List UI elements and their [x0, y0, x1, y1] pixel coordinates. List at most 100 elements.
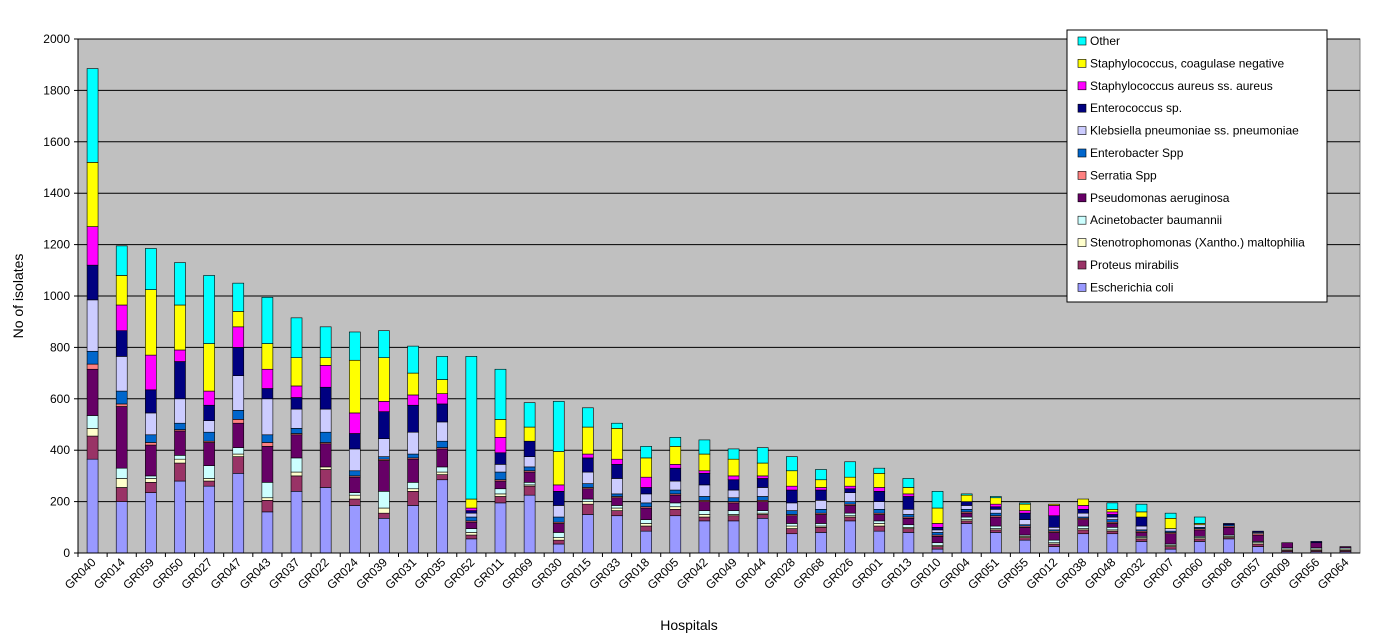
bar-segment: GR044 — Enterobacter Spp: 15	[756, 496, 769, 501]
bar-segment: GR005 — Klebsiella pneumoniae ss. pneumo…	[669, 480, 682, 491]
legend-label: Pseudomonas aeruginosa	[1090, 191, 1230, 205]
y-tick-label: 1600	[43, 135, 70, 149]
bar-segment: GR018 — Escherichia coli: 85	[640, 530, 652, 554]
bar-segment: GR027 — Enterococcus sp.: 60	[203, 404, 215, 421]
x-tick-label: GR068	[790, 555, 827, 592]
bar-segment: GR010 — Staphylococcus, coagulase negati…	[931, 507, 944, 524]
x-axis-title: Hospitals	[660, 617, 718, 633]
x-tick-label: GR010	[907, 555, 944, 592]
bar-segment: GR027 — Staphylococcus, coagulase negati…	[203, 343, 215, 392]
bar-segment: GR005 — Enterobacter Spp: 15	[669, 489, 682, 495]
bar-segment: GR044 — Pseudomonas aeruginosa: 35	[756, 501, 769, 511]
x-tick-label: GR048	[1082, 555, 1119, 592]
bar-segment: GR008 — Escherichia coli: 55	[1223, 538, 1235, 554]
bar-segment: GR039 — Enterobacter Spp: 10	[378, 456, 390, 460]
bar-segment: GR014 — Acinetobacter baumannii: 40	[115, 467, 128, 479]
bar-segment: GR032 — Klebsiella pneumoniae ss. pneumo…	[1135, 525, 1148, 531]
bar-segment: GR011 — Enterococcus sp.: 45	[494, 452, 507, 465]
bar-segment: GR035 — Enterobacter Spp: 25	[436, 440, 449, 448]
bar-segment: GR027 — Proteus mirabilis: 20	[203, 480, 215, 487]
bar-segment: GR052 — Staphylococcus aureus ss. aureus…	[465, 507, 478, 511]
x-tick-label: GR027	[178, 555, 215, 592]
x-tick-label: GR049	[703, 555, 740, 592]
bar-segment: GR039 — Stenotrophomonas (Xantho.) malto…	[378, 507, 390, 514]
bar-segment: GR004 — Enterobacter Spp: 10	[960, 509, 973, 513]
x-tick-label: GR060	[1169, 555, 1206, 592]
bar-segment: GR028 — Enterococcus sp.: 50	[786, 489, 798, 504]
legend-swatch	[1077, 260, 1087, 270]
bar-segment: GR057 — Pseudomonas aeruginosa: 25	[1252, 534, 1264, 542]
bar-segment: GR035 — Klebsiella pneumoniae ss. pneumo…	[436, 421, 449, 442]
bar-segment: GR042 — Escherichia coli: 125	[698, 520, 711, 554]
bar-segment: GR037 — Acinetobacter baumannii: 55	[290, 457, 303, 473]
bar-segment: GR022 — Klebsiella pneumoniae ss. pneumo…	[319, 408, 332, 433]
bar-segment: GR042 — Enterococcus sp.: 45	[698, 473, 711, 486]
bar-segment: GR059 — Staphylococcus aureus ss. aureus…	[145, 354, 157, 391]
bar-segment: GR055 — Klebsiella pneumoniae ss. pneumo…	[1019, 519, 1031, 526]
bar-segment: GR050 — Klebsiella pneumoniae ss. pneumo…	[174, 398, 186, 424]
bar-segment: GR013 — Other: 35	[902, 478, 915, 488]
x-tick-label: GR014	[91, 555, 128, 592]
legend-label: Enterobacter Spp	[1090, 146, 1184, 160]
bar-segment: GR049 — Staphylococcus, coagulase negati…	[727, 458, 740, 477]
bar-segment: GR035 — Enterococcus sp.: 70	[436, 403, 449, 423]
bar-segment: GR049 — Other: 40	[727, 448, 740, 460]
bar-segment: GR013 — Escherichia coli: 80	[902, 532, 915, 554]
bar-segment: GR028 — Acinetobacter baumannii: 10	[786, 523, 798, 527]
bar-segment: GR069 — Enterococcus sp.: 60	[523, 440, 536, 457]
bar-segment: GR011 — Pseudomonas aeruginosa: 30	[494, 480, 507, 490]
bar-segment: GR010 — Proteus mirabilis: 10	[931, 546, 944, 550]
bar-segment: GR043 — Staphylococcus, coagulase negati…	[261, 343, 274, 370]
x-tick-label: GR032	[1111, 555, 1148, 592]
bar-segment: GR011 — Other: 195	[494, 368, 507, 420]
legend-label: Stenotrophomonas (Xantho.) maltophilia	[1090, 236, 1305, 250]
bar-segment: GR001 — Staphylococcus, coagulase negati…	[873, 473, 886, 488]
x-tick-label: GR015	[557, 555, 594, 592]
bar-segment: GR040 — Staphylococcus aureus ss. aureus…	[86, 226, 99, 266]
bar-segment: GR035 — Staphylococcus aureus ss. aureus…	[436, 393, 449, 405]
bar-segment: GR012 — Escherichia coli: 25	[1048, 546, 1060, 554]
bar-segment: GR033 — Stenotrophomonas (Xantho.) malto…	[611, 507, 623, 511]
bar-segment: GR018 — Klebsiella pneumoniae ss. pneumo…	[640, 493, 652, 504]
bar-segment: GR031 — Staphylococcus aureus ss. aureus…	[407, 394, 419, 406]
bar-segment: GR038 — Klebsiella pneumoniae ss. pneumo…	[1077, 512, 1090, 518]
bar-segment: GR008 — Enterococcus sp.: 5	[1223, 523, 1235, 526]
bar-segment: GR049 — Pseudomonas aeruginosa: 30	[727, 502, 740, 511]
x-tick-label: GR028	[761, 555, 798, 592]
bar-segment: GR028 — Pseudomonas aeruginosa: 30	[786, 515, 798, 524]
legend-label: Other	[1090, 34, 1120, 48]
bar-segment: GR039 — Enterococcus sp.: 105	[378, 411, 390, 439]
bar-segment: GR050 — Pseudomonas aeruginosa: 95	[174, 430, 186, 456]
bar-segment: GR018 — Staphylococcus aureus ss. aureus…	[640, 476, 652, 488]
bar-segment: GR038 — Proteus mirabilis: 15	[1077, 529, 1090, 535]
bar-segment: GR013 — Pseudomonas aeruginosa: 25	[902, 518, 915, 526]
bar-segment: GR047 — Enterococcus sp.: 110	[232, 347, 245, 376]
bar-segment: GR032 — Pseudomonas aeruginosa: 15	[1135, 532, 1148, 537]
legend-label: Staphylococcus aureus ss. aureus	[1090, 79, 1273, 93]
legend: Other Staphylococcus, coagulase negative S…	[1066, 29, 1328, 303]
bar-segment: GR039 — Escherichia coli: 135	[378, 518, 390, 554]
bar-segment: GR047 — Stenotrophomonas (Xantho.) malto…	[232, 453, 245, 457]
legend-swatch	[1077, 283, 1087, 292]
bar-segment: GR044 — Proteus mirabilis: 15	[756, 514, 769, 519]
bar-segment: GR012 — Enterococcus sp.: 45	[1048, 515, 1060, 528]
bar-segment: GR050 — Other: 165	[174, 262, 186, 306]
bar-segment: GR012 — Pseudomonas aeruginosa: 30	[1048, 532, 1060, 541]
bar-segment: GR051 — Staphylococcus aureus ss. aureus…	[989, 503, 1002, 508]
y-tick-label: 2000	[43, 32, 70, 46]
bar-segment: GR005 — Staphylococcus aureus ss. aureus…	[669, 464, 682, 469]
bar-segment: GR043 — Other: 180	[261, 296, 274, 344]
bar-segment: GR048 — Pseudomonas aeruginosa: 15	[1106, 523, 1119, 528]
bar-segment: GR038 — Acinetobacter baumannii: 10	[1077, 525, 1090, 529]
bar-segment: GR040 — Other: 365	[86, 68, 99, 163]
bar-segment: GR060 — Klebsiella pneumoniae ss. pneumo…	[1193, 524, 1206, 528]
x-tick-label: GR022	[295, 555, 332, 592]
bar-segment: GR051 — Enterobacter Spp: 10	[989, 512, 1002, 517]
bar-segment: GR055 — Proteus mirabilis: 10	[1019, 537, 1031, 541]
bar-segment: GR039 — Staphylococcus aureus ss. aureus…	[378, 401, 390, 412]
bar-segment: GR022 — Enterococcus sp.: 85	[319, 386, 332, 410]
bar-segment: GR048 — Staphylococcus, coagulase negati…	[1106, 509, 1119, 513]
x-tick-label: GR064	[1315, 555, 1352, 592]
bar-segment: GR011 — Enterobacter Spp: 30	[494, 471, 507, 481]
bar-segment: GR037 — Stenotrophomonas (Xantho.) malto…	[290, 471, 303, 477]
